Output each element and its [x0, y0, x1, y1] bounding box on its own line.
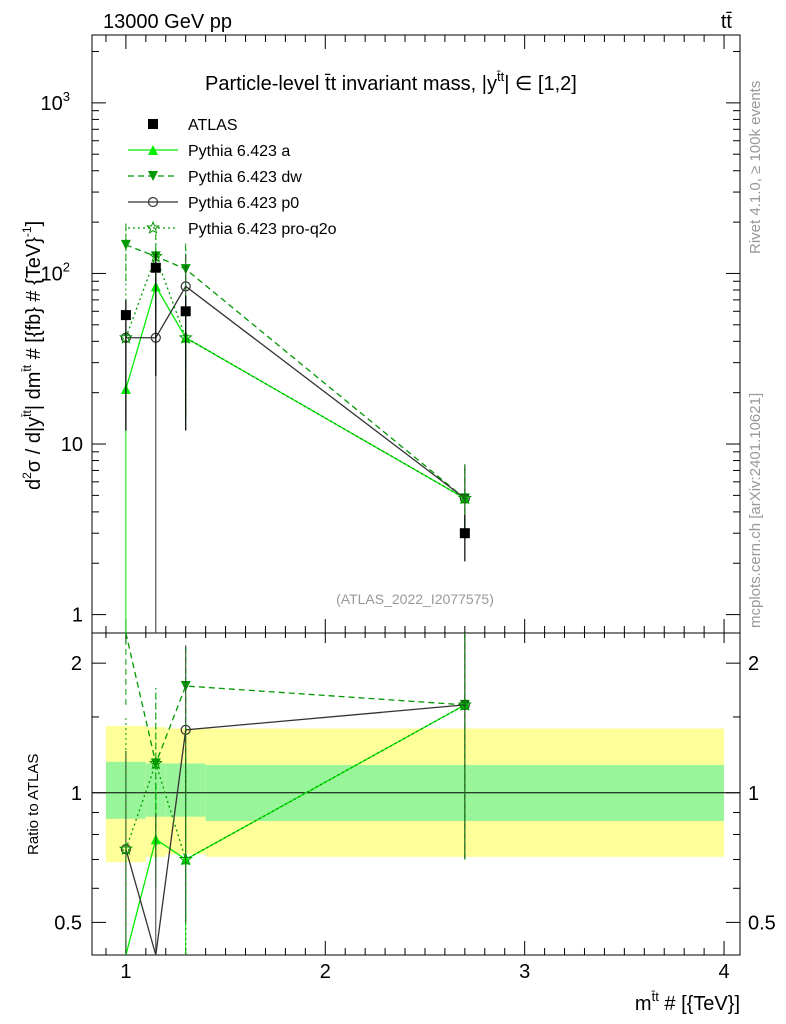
legend-marker	[148, 171, 158, 181]
ylabel-p1: 2	[20, 472, 34, 479]
data-point	[180, 306, 191, 317]
ylabel-p5: t̄t	[20, 364, 34, 372]
ylabel-p8: ]	[23, 221, 45, 227]
xlabel-tail: # [{TeV}]	[659, 993, 740, 1015]
series-line	[125, 284, 466, 499]
y-axis-label: d2σ / d|yt̄t| dmt̄t # [{fb} # {TeV}-1]	[20, 221, 45, 490]
chart-title: Particle-level t̄t invariant mass, |yt̄t…	[205, 69, 577, 95]
legend-entry-0: Pythia 6.423 a	[128, 143, 290, 160]
legend-label: Pythia 6.423 dw	[188, 169, 302, 186]
ratio-plot-frame	[91, 632, 741, 956]
ratio-series-line	[125, 704, 465, 956]
chart-title-sup: t̄t	[497, 69, 505, 84]
x-tick-label: 3	[519, 961, 530, 983]
series-line	[125, 254, 466, 499]
chart-title-main: Particle-level t̄t invariant mass, |y	[205, 73, 497, 95]
ratio-series-line	[125, 632, 465, 766]
ylabel-p7: -1	[20, 226, 34, 237]
data-point	[120, 310, 131, 321]
data-layer	[120, 252, 470, 562]
chart-title-tail: | ∈ [1,2]	[504, 73, 577, 95]
y-tick-label: 102	[41, 259, 70, 285]
ratio-marker	[148, 756, 163, 770]
legend: ATLAS Pythia 6.423 a Pythia 6.423 dw Pythia…	[128, 117, 337, 238]
mcplots-label: mcplots.cern.ch [arXiv:2401.10621]	[747, 393, 764, 628]
x-tick-label: 4	[718, 961, 729, 983]
ylabel-p6: # [{fb} # {TeV}	[23, 237, 45, 365]
legend-entry-2: Pythia 6.423 p0	[128, 195, 299, 212]
ratio-tick-label-left: 1	[71, 783, 82, 805]
legend-marker	[147, 196, 159, 208]
legend-entry-1: Pythia 6.423 dw	[128, 169, 302, 186]
legend-label: ATLAS	[188, 117, 238, 134]
ratio-marker	[118, 841, 133, 855]
ylabel-p4: | dm	[23, 372, 45, 411]
y-tick-label: 1	[72, 605, 83, 627]
process-label: tt̄	[721, 11, 733, 33]
axis-ticks: 1 2 3 4 1 10 102 103 0.5 0.5 1 1 2 2	[41, 35, 776, 983]
series-line	[125, 285, 466, 499]
y-tick-label: 10	[61, 434, 83, 456]
legend-label: Pythia 6.423 a	[188, 143, 290, 160]
data-point	[459, 528, 470, 539]
legend-marker	[146, 220, 160, 235]
xlabel-sup: t̄t	[651, 989, 659, 1004]
legend-entry-3: Pythia 6.423 pro-q2o	[128, 220, 337, 238]
x-tick-label: 1	[120, 961, 131, 983]
ratio-tick-label-left: 0.5	[54, 912, 82, 934]
ratio-series-line	[125, 704, 466, 861]
legend-marker	[148, 119, 158, 129]
ratio-y-label: Ratio to ATLAS	[25, 754, 42, 855]
ratio-tick-label-right: 2	[748, 653, 759, 675]
analysis-id: (ATLAS_2022_I2077575)	[336, 591, 494, 607]
data-point	[150, 262, 161, 273]
ratio-marker	[178, 852, 193, 866]
ratio-marker	[457, 697, 472, 711]
ratio-tick-label-left: 2	[71, 653, 82, 675]
uncertainty-bands	[92, 725, 740, 863]
legend-marker	[148, 145, 158, 155]
ylabel-p2: σ / d|y	[23, 417, 45, 472]
series-marker	[457, 491, 472, 505]
ratio-tick-label-right: 1	[748, 783, 759, 805]
ratio-tick-label-right: 0.5	[748, 912, 776, 934]
series-line	[125, 244, 466, 499]
y-tick-label: 103	[41, 89, 70, 115]
xlabel-main: m	[635, 993, 652, 1015]
x-axis-label: mt̄t # [{TeV}]	[635, 989, 740, 1015]
legend-entry-data: ATLAS	[148, 117, 238, 134]
legend-label: Pythia 6.423 pro-q2o	[188, 221, 337, 238]
ylabel-p0: d	[23, 479, 45, 490]
series-marker	[180, 281, 191, 292]
energy-label: 13000 GeV pp	[103, 11, 232, 33]
x-tick-label: 2	[320, 961, 331, 983]
ylabel-p3: t̄t	[20, 410, 34, 418]
rivet-label: Rivet 4.1.0, ≥ 100k events	[747, 81, 764, 254]
legend-label: Pythia 6.423 p0	[188, 195, 299, 212]
